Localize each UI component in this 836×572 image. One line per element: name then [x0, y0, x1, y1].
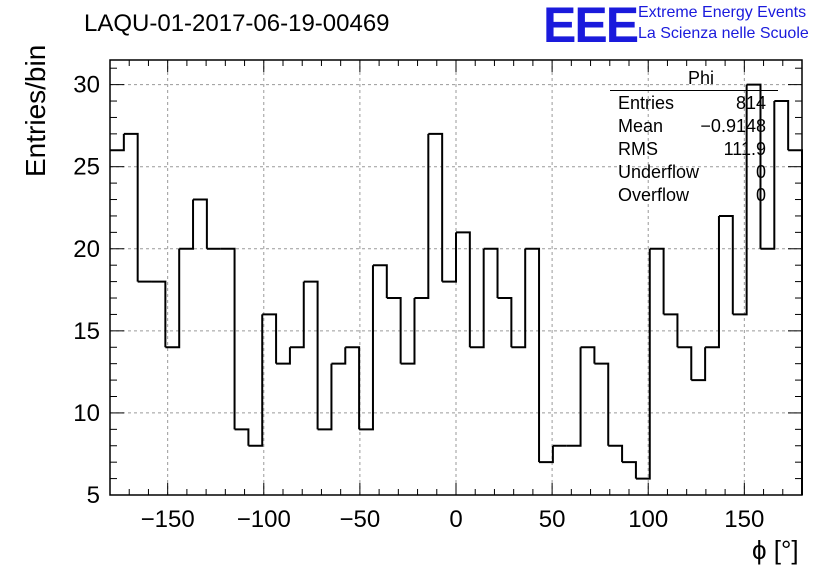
histogram-bin — [525, 247, 541, 463]
histogram-bin — [718, 214, 734, 315]
stats-divider — [610, 90, 778, 91]
histogram-bin — [594, 362, 610, 446]
y-tick-label: 25 — [73, 154, 100, 181]
x-tick-label: 100 — [628, 506, 668, 533]
eee-logo: EEE — [543, 0, 639, 53]
chart-title: LAQU-01-2017-06-19-00469 — [84, 10, 390, 37]
histogram-bin — [179, 199, 195, 250]
histogram-bin — [331, 347, 347, 365]
histogram-bin — [303, 280, 319, 430]
histogram-bin — [788, 149, 803, 495]
stats-row: Underflow 0 — [610, 162, 778, 185]
x-tick-label: 150 — [724, 506, 764, 533]
histogram-bin — [262, 313, 278, 364]
histogram-bin — [220, 247, 236, 430]
histogram-bin — [649, 247, 665, 315]
y-tick-label: 20 — [73, 236, 100, 263]
y-tick-label: 5 — [87, 482, 100, 509]
stats-label: Underflow — [618, 162, 700, 182]
stats-row: Overflow 0 — [610, 185, 778, 208]
histogram-bin — [317, 363, 333, 431]
histogram-bin — [774, 100, 790, 151]
stats-label: Entries — [618, 93, 675, 113]
histogram-bin — [705, 215, 720, 349]
histogram-bin — [165, 248, 181, 349]
x-axis-label: ϕ [°] — [752, 535, 799, 565]
histogram-bin — [386, 297, 402, 364]
logo-subtitle-2: La Scienza nelle Scuole — [638, 25, 809, 42]
x-tick-label: −100 — [237, 506, 291, 533]
y-tick-label: 10 — [73, 400, 100, 427]
x-tick-label: −150 — [141, 506, 195, 533]
histogram-bin — [608, 444, 624, 463]
histogram-bin — [456, 231, 471, 348]
histogram-bin — [289, 281, 305, 349]
histogram-bin — [469, 248, 485, 349]
histogram-bin — [497, 297, 513, 348]
y-axis-label: Entries/bin — [20, 44, 51, 177]
histogram-bin — [622, 461, 637, 479]
x-tick-label: 50 — [539, 506, 566, 533]
histogram-bin — [732, 84, 748, 316]
stats-label: RMS — [618, 139, 658, 159]
histogram-bin — [193, 198, 208, 249]
tick-labels: −150 −100 −50 0 50 100 150 5 10 15 20 25 30 — [73, 72, 764, 533]
histogram-bin — [110, 133, 125, 152]
histogram-bin — [442, 232, 457, 283]
stats-label: Overflow — [618, 185, 690, 205]
stats-row: Entries 814 — [610, 93, 778, 116]
histogram-bin — [276, 347, 291, 365]
stats-value: −0.9148 — [700, 116, 766, 136]
histogram-bin — [566, 347, 582, 447]
stats-title: Phi — [687, 68, 714, 88]
histogram-bin — [677, 346, 693, 381]
stats-value: 814 — [735, 93, 766, 113]
histogram-bin — [428, 132, 444, 282]
stats-row: RMS 111.9 — [610, 139, 778, 162]
histogram-bin — [580, 346, 596, 364]
stats-box: Phi Entries 814 Mean −0.9148 RMS 111.9 Unde… — [610, 68, 778, 208]
x-tick-label: 0 — [449, 506, 462, 533]
x-tick-label: −50 — [340, 506, 381, 533]
histogram-bin — [234, 428, 250, 446]
stats-value: 0 — [755, 185, 766, 205]
histogram-bin — [691, 347, 707, 382]
histogram-bin — [345, 346, 361, 430]
histogram-bin — [248, 314, 264, 447]
stats-label: Mean — [618, 116, 664, 136]
y-tick-label: 30 — [73, 72, 100, 99]
y-tick-label: 15 — [73, 318, 100, 345]
histogram-bin — [635, 248, 651, 480]
histogram-bin — [151, 280, 167, 348]
histogram-bin — [483, 247, 499, 299]
histogram-bin — [746, 83, 762, 249]
stats-row: Mean −0.9148 — [610, 116, 778, 139]
stats-value: 111.9 — [723, 139, 766, 159]
histogram-bin — [663, 313, 679, 348]
histogram-bin — [123, 132, 139, 282]
histogram-bin — [372, 264, 388, 299]
histogram-bin — [400, 298, 416, 365]
histogram-bin — [511, 248, 527, 349]
histogram-bin — [539, 445, 554, 464]
stats-value: 0 — [755, 162, 766, 182]
logo-subtitle-1: Extreme Energy Events — [638, 4, 807, 21]
histogram-bin — [414, 133, 430, 300]
histogram-bin — [760, 101, 776, 250]
histogram-bin — [359, 265, 374, 431]
axes — [109, 59, 803, 496]
